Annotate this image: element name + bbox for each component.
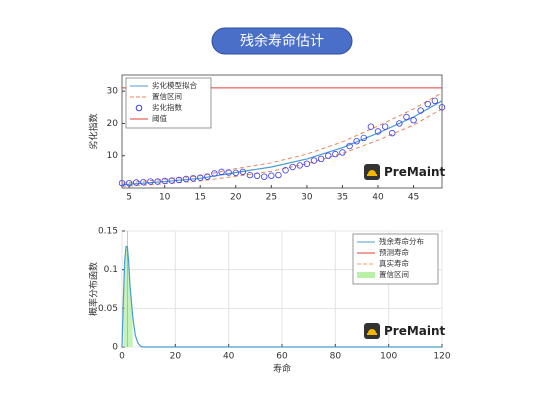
- marker: [332, 150, 339, 158]
- marker: [275, 171, 282, 179]
- marker: [268, 172, 275, 179]
- x-tick-label: 120: [433, 352, 450, 362]
- marker: [211, 170, 218, 177]
- marker: [339, 149, 346, 156]
- marker: [232, 169, 239, 177]
- marker: [417, 107, 424, 114]
- logo-glyph: [367, 329, 377, 335]
- x-tick-label: 60: [276, 352, 288, 362]
- marker: [161, 177, 168, 185]
- marker: [225, 169, 232, 176]
- x-tick-label: 40: [223, 352, 235, 362]
- marker: [125, 179, 133, 187]
- x-tick-label: 80: [330, 352, 342, 362]
- marker: [431, 97, 439, 105]
- marker: [296, 162, 303, 169]
- marker: [303, 160, 311, 167]
- marker: [396, 120, 403, 127]
- x-tick-label: 30: [301, 193, 313, 203]
- marker: [353, 137, 360, 145]
- legend-label: 置信区间: [379, 269, 409, 279]
- marker: [424, 100, 431, 108]
- marker: [360, 134, 367, 142]
- marker: [374, 128, 382, 135]
- marker: [310, 157, 318, 164]
- legend-label: 阈值: [152, 113, 167, 123]
- y-tick-label: 0.1: [104, 265, 118, 275]
- legend-label: 劣化指数: [152, 102, 182, 112]
- marker: [317, 155, 325, 163]
- legend-label: 预测寿命: [379, 247, 409, 257]
- x-tick-label: 20: [230, 193, 242, 203]
- marker: [325, 152, 332, 159]
- x-tick-label: 15: [194, 193, 205, 203]
- marker: [239, 168, 247, 176]
- legend-label: 残余寿命分布: [379, 236, 424, 246]
- x-tick-label: 100: [380, 352, 397, 362]
- marker: [218, 168, 225, 176]
- legend-label: 真实寿命: [379, 258, 409, 268]
- x-tick-label: 45: [408, 193, 419, 203]
- marker: [204, 173, 211, 180]
- legend-marker: [135, 104, 143, 112]
- y-tick-label: 0.15: [98, 227, 118, 237]
- marker: [197, 174, 204, 181]
- x-tick-label: 5: [126, 193, 132, 203]
- confidence-area: [123, 246, 133, 347]
- line: [121, 245, 442, 348]
- marker: [282, 167, 289, 174]
- marker: [147, 178, 154, 185]
- y-axis-label: 概率分布函数: [88, 262, 100, 316]
- y-tick-label: 20: [107, 119, 119, 129]
- x-tick-label: 40: [372, 193, 384, 203]
- marker: [289, 163, 296, 171]
- marker: [253, 172, 261, 179]
- title: 残余寿命估计: [240, 33, 324, 50]
- marker: [168, 177, 175, 184]
- legend-label: 置信区间: [152, 91, 182, 101]
- x-axis-label: 寿命: [273, 363, 291, 375]
- marker: [182, 175, 190, 183]
- x-tick-label: 0: [119, 352, 125, 362]
- marker: [403, 113, 410, 121]
- marker: [175, 176, 183, 184]
- marker: [246, 171, 254, 179]
- x-tick-label: 35: [337, 193, 348, 203]
- legend-label: 劣化模型拟合: [152, 80, 197, 90]
- marker: [410, 116, 417, 124]
- marker: [389, 129, 396, 137]
- logo-glyph: [367, 170, 377, 176]
- marker: [154, 178, 161, 185]
- ci-line: [121, 92, 443, 184]
- y-tick-label: 30: [107, 87, 119, 97]
- title-button[interactable]: [211, 27, 353, 55]
- marker: [346, 142, 353, 150]
- marker: [189, 175, 197, 182]
- marker: [140, 178, 147, 186]
- logo-text: PreMaint: [384, 165, 446, 179]
- marker: [381, 123, 389, 130]
- y-tick-label: 10: [107, 151, 119, 161]
- y-tick-label: 0: [112, 343, 118, 353]
- x-tick-label: 10: [159, 193, 171, 203]
- marker: [133, 179, 140, 186]
- x-tick-label: 20: [170, 352, 182, 362]
- marker: [118, 179, 126, 187]
- x-tick-label: 25: [266, 193, 277, 203]
- legend-swatch: [357, 272, 375, 278]
- line: [121, 100, 443, 186]
- y-tick-label: 0.05: [98, 304, 118, 314]
- y-axis-label: 劣化指数: [88, 113, 100, 149]
- marker: [367, 123, 375, 130]
- ci-line: [121, 108, 443, 187]
- marker: [438, 104, 446, 111]
- marker: [261, 173, 268, 180]
- logo-text: PreMaint: [384, 324, 446, 338]
